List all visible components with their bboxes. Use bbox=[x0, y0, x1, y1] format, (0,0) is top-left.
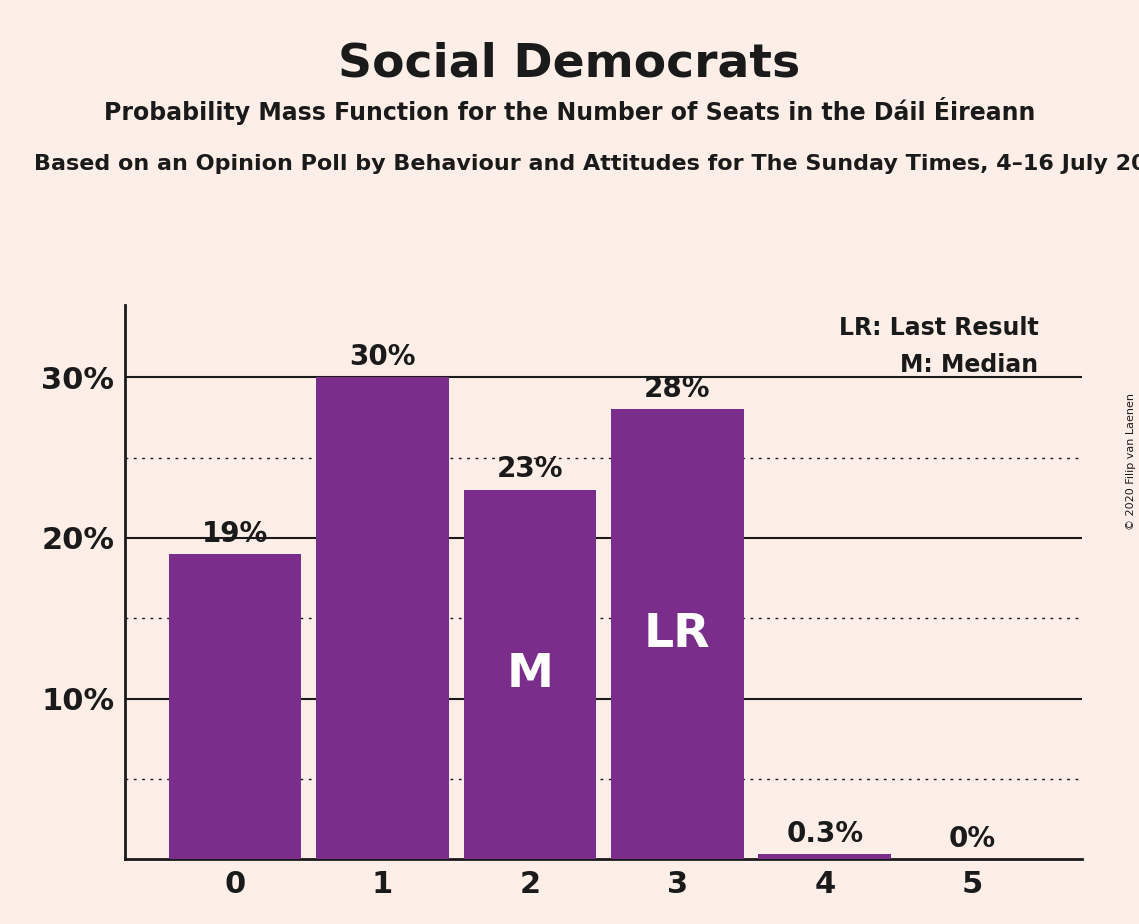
Bar bbox=[611, 409, 744, 859]
Text: Based on an Opinion Poll by Behaviour and Attitudes for The Sunday Times, 4–16 J: Based on an Opinion Poll by Behaviour an… bbox=[34, 154, 1139, 175]
Text: Social Democrats: Social Democrats bbox=[338, 42, 801, 87]
Text: 0.3%: 0.3% bbox=[786, 821, 863, 848]
Text: LR: Last Result: LR: Last Result bbox=[838, 316, 1039, 340]
Text: M: Median: M: Median bbox=[901, 353, 1039, 377]
Text: 28%: 28% bbox=[645, 375, 711, 403]
Text: © 2020 Filip van Laenen: © 2020 Filip van Laenen bbox=[1126, 394, 1136, 530]
Text: 0%: 0% bbox=[949, 825, 995, 853]
Text: M: M bbox=[507, 652, 554, 697]
Bar bbox=[464, 490, 597, 859]
Text: 19%: 19% bbox=[202, 519, 269, 548]
Bar bbox=[169, 554, 302, 859]
Bar bbox=[317, 377, 449, 859]
Bar bbox=[759, 855, 891, 859]
Text: 30%: 30% bbox=[350, 343, 416, 371]
Text: Probability Mass Function for the Number of Seats in the Dáil Éireann: Probability Mass Function for the Number… bbox=[104, 97, 1035, 125]
Text: LR: LR bbox=[644, 612, 711, 657]
Text: 23%: 23% bbox=[497, 456, 563, 483]
